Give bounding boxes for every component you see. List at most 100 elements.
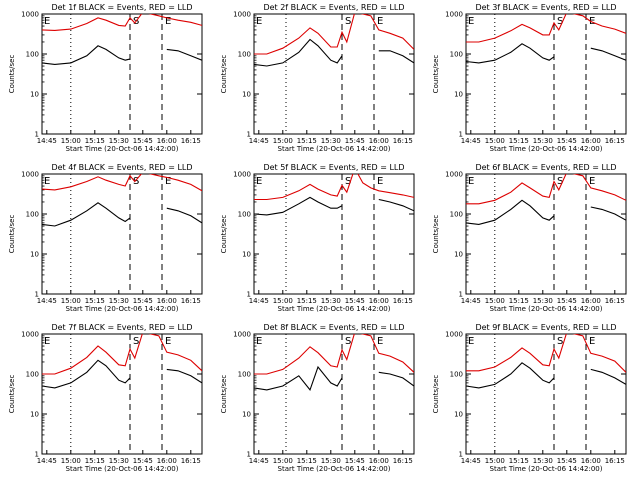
panel-title: Det 9f BLACK = Events, RED = LLD — [475, 323, 616, 332]
plot-frame — [253, 173, 415, 295]
x-tick-label: 16:00 — [157, 457, 177, 465]
detector-panel: Det 4f BLACK = Events, RED = LLD 1 10 100 10… — [8, 163, 203, 313]
detector-panel: Det 9f BLACK = Events, RED = LLD 1 10 100 10… — [432, 323, 627, 473]
y-tick-label: 10 — [242, 251, 251, 259]
x-tick-label: 15:15 — [297, 297, 317, 305]
x-tick-label: 15:45 — [557, 137, 577, 145]
x-tick-label: 15:45 — [557, 457, 577, 465]
marker-label: S — [557, 336, 563, 347]
events-series-line — [254, 38, 414, 67]
x-axis-label: Start Time (20-Oct-06 14:42:00) — [278, 145, 391, 153]
x-axis-label: Start Time (20-Oct-06 14:42:00) — [490, 145, 603, 153]
panel-title: Det 6f BLACK = Events, RED = LLD — [475, 163, 616, 172]
y-axis-label: Counts/sec — [8, 55, 16, 94]
x-tick-label: 15:45 — [557, 297, 577, 305]
x-tick-label: 16:15 — [393, 137, 413, 145]
x-tick-label: 15:00 — [273, 137, 293, 145]
detector-panel: Det 1f BLACK = Events, RED = LLD 1 10 100 10… — [8, 3, 203, 153]
x-tick-label: 16:15 — [181, 297, 201, 305]
marker-label: S — [133, 336, 139, 347]
marker-label: E — [377, 176, 383, 187]
x-tick-label: 15:15 — [85, 137, 105, 145]
plot-frame — [253, 333, 415, 455]
y-tick-label: 100 — [26, 371, 39, 379]
lld-series-line — [42, 14, 202, 31]
x-axis-label: Start Time (20-Oct-06 14:42:00) — [66, 145, 179, 153]
x-tick-label: 16:00 — [581, 457, 601, 465]
x-tick-label: 16:00 — [581, 297, 601, 305]
y-tick-label: 1000 — [445, 171, 463, 179]
panel-title: Det 2f BLACK = Events, RED = LLD — [263, 3, 404, 12]
x-tick-label: 15:45 — [133, 457, 153, 465]
x-tick-label: 16:00 — [369, 297, 389, 305]
panel-title: Det 1f BLACK = Events, RED = LLD — [51, 3, 192, 12]
x-tick-label: 15:45 — [133, 137, 153, 145]
y-tick-label: 1000 — [21, 331, 39, 339]
y-tick-label: 1 — [247, 291, 251, 299]
events-series-line — [254, 365, 414, 392]
x-tick-label: 16:15 — [605, 297, 625, 305]
y-tick-label: 1 — [35, 451, 39, 459]
x-tick-label: 15:30 — [533, 457, 553, 465]
y-axis-label: Counts/sec — [220, 215, 228, 254]
marker-label: E — [377, 16, 383, 27]
x-tick-label: 14:45 — [37, 457, 57, 465]
lld-series-line — [254, 14, 414, 55]
x-tick-label: 15:15 — [509, 137, 529, 145]
marker-label: E — [256, 176, 262, 187]
x-tick-label: 16:00 — [157, 297, 177, 305]
y-tick-label: 10 — [454, 91, 463, 99]
y-axis-label: Counts/sec — [8, 215, 16, 254]
y-tick-label: 10 — [454, 251, 463, 259]
y-axis-label: Counts/sec — [432, 215, 440, 254]
y-tick-label: 1 — [459, 131, 463, 139]
x-tick-label: 14:45 — [461, 137, 481, 145]
marker-label: S — [557, 176, 563, 187]
marker-label: S — [345, 176, 351, 187]
x-tick-label: 14:45 — [37, 297, 57, 305]
y-tick-label: 1000 — [445, 11, 463, 19]
y-tick-label: 100 — [26, 211, 39, 219]
x-tick-label: 16:15 — [393, 297, 413, 305]
x-tick-label: 15:30 — [109, 297, 129, 305]
y-axis-label: Counts/sec — [432, 55, 440, 94]
x-tick-label: 15:45 — [345, 137, 365, 145]
x-tick-label: 15:30 — [109, 137, 129, 145]
x-tick-label: 15:00 — [61, 457, 81, 465]
marker-label: S — [345, 336, 351, 347]
x-axis-label: Start Time (20-Oct-06 14:42:00) — [66, 465, 179, 473]
y-tick-label: 10 — [242, 91, 251, 99]
marker-label: E — [468, 176, 474, 187]
y-tick-label: 100 — [450, 211, 463, 219]
x-tick-label: 16:00 — [581, 137, 601, 145]
x-tick-label: 16:00 — [157, 137, 177, 145]
x-tick-label: 15:00 — [273, 457, 293, 465]
y-tick-label: 10 — [30, 411, 39, 419]
marker-label: E — [589, 176, 595, 187]
detector-panel: Det 3f BLACK = Events, RED = LLD 1 10 100 10… — [432, 3, 627, 153]
x-tick-label: 16:15 — [605, 457, 625, 465]
y-axis-label: Counts/sec — [220, 375, 228, 414]
marker-label: S — [345, 16, 351, 27]
marker-label: E — [44, 336, 50, 347]
lld-series-line — [254, 174, 414, 201]
detector-panel: Det 6f BLACK = Events, RED = LLD 1 10 100 10… — [432, 163, 627, 313]
marker-label: E — [165, 336, 171, 347]
panel-title: Det 3f BLACK = Events, RED = LLD — [475, 3, 616, 12]
panel-title: Det 4f BLACK = Events, RED = LLD — [51, 163, 192, 172]
panel-title: Det 7f BLACK = Events, RED = LLD — [51, 323, 192, 332]
detector-panel: Det 5f BLACK = Events, RED = LLD 1 10 100 10… — [220, 163, 415, 313]
plot-frame — [465, 13, 627, 135]
x-tick-label: 15:00 — [485, 137, 505, 145]
plot-frame — [41, 333, 203, 455]
x-tick-label: 14:45 — [249, 457, 269, 465]
marker-label: S — [557, 16, 563, 27]
marker-label: S — [133, 176, 139, 187]
x-tick-label: 16:15 — [605, 137, 625, 145]
x-tick-label: 15:00 — [61, 297, 81, 305]
plot-frame — [465, 173, 627, 295]
marker-label: E — [256, 336, 262, 347]
x-tick-label: 16:00 — [369, 137, 389, 145]
